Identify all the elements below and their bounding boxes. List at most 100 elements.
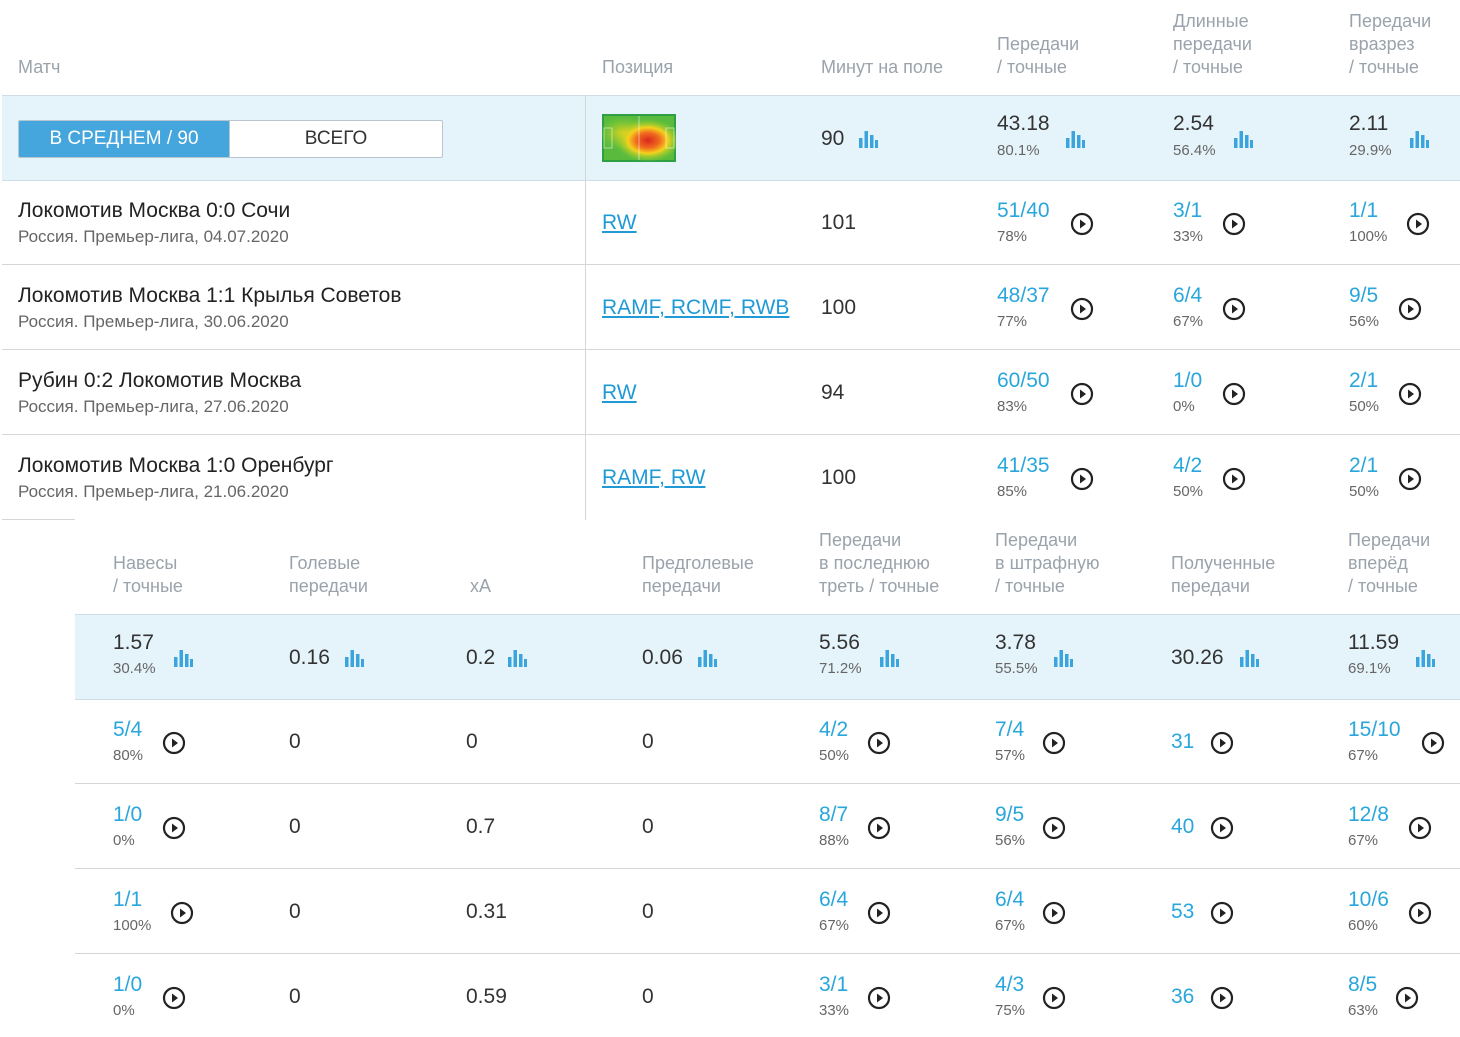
forward-pct: 67% xyxy=(1348,832,1379,849)
penalty-area-value[interactable]: 7/4 xyxy=(995,718,1025,741)
match-title[interactable]: Локомотив Москва 1:1 Крылья Советов xyxy=(18,284,402,307)
match-title[interactable]: Рубин 0:2 Локомотив Москва xyxy=(18,369,302,392)
passes-value[interactable]: 48/37 xyxy=(997,284,1050,307)
forward-pct: 67% xyxy=(1348,747,1379,764)
play-video-icon[interactable] xyxy=(1398,382,1422,406)
bar-chart-icon[interactable] xyxy=(1053,648,1073,668)
forward-value[interactable]: 15/10 xyxy=(1348,718,1401,741)
bar-chart-icon[interactable] xyxy=(858,129,878,149)
crosses-value[interactable]: 1/0 xyxy=(113,973,143,996)
xa-value: 0.7 xyxy=(466,815,496,838)
position-heatmap[interactable] xyxy=(602,114,676,162)
play-video-icon[interactable] xyxy=(867,816,891,840)
long-passes-value[interactable]: 3/1 xyxy=(1173,199,1203,222)
through-passes-value[interactable]: 2/1 xyxy=(1349,369,1379,392)
play-video-icon[interactable] xyxy=(1395,986,1419,1010)
through-passes-value[interactable]: 1/1 xyxy=(1349,199,1379,222)
bar-chart-icon[interactable] xyxy=(1065,129,1085,149)
passes-value[interactable]: 51/40 xyxy=(997,199,1050,222)
passes-value[interactable]: 41/35 xyxy=(997,454,1050,477)
bar-chart-icon[interactable] xyxy=(697,648,717,668)
play-video-icon[interactable] xyxy=(867,901,891,925)
play-video-icon[interactable] xyxy=(867,731,891,755)
play-video-icon[interactable] xyxy=(1222,467,1246,491)
through-passes-value[interactable]: 2/1 xyxy=(1349,454,1379,477)
final-third-value[interactable]: 6/4 xyxy=(819,888,849,911)
penalty-area-value[interactable]: 4/3 xyxy=(995,973,1025,996)
average-per-90-button[interactable]: В СРЕДНЕМ / 90 xyxy=(19,121,229,157)
forward-value[interactable]: 10/6 xyxy=(1348,888,1389,911)
play-video-icon[interactable] xyxy=(1222,212,1246,236)
play-video-icon[interactable] xyxy=(867,986,891,1010)
penalty-area-value[interactable]: 6/4 xyxy=(995,888,1025,911)
passes-value[interactable]: 60/50 xyxy=(997,369,1050,392)
crosses-value[interactable]: 1/1 xyxy=(113,888,143,911)
received-value[interactable]: 36 xyxy=(1171,985,1195,1008)
position-link[interactable]: RW xyxy=(602,211,637,234)
forward-pct: 60% xyxy=(1348,917,1379,934)
bar-chart-icon[interactable] xyxy=(173,648,193,668)
play-video-icon[interactable] xyxy=(1042,901,1066,925)
play-video-icon[interactable] xyxy=(170,901,194,925)
forward-value[interactable]: 8/5 xyxy=(1348,973,1378,996)
long-passes-value[interactable]: 6/4 xyxy=(1173,284,1203,307)
forward-value[interactable]: 12/8 xyxy=(1348,803,1389,826)
bar-chart-icon[interactable] xyxy=(879,648,899,668)
play-video-icon[interactable] xyxy=(162,986,186,1010)
summary-pre-assists: 0.06 xyxy=(642,646,683,669)
play-video-icon[interactable] xyxy=(1042,816,1066,840)
pre-assists-value: 0 xyxy=(642,985,654,1008)
received-value[interactable]: 31 xyxy=(1171,730,1195,753)
position-link[interactable]: RAMF, RW xyxy=(602,466,706,489)
received-value[interactable]: 40 xyxy=(1171,815,1195,838)
play-video-icon[interactable] xyxy=(1408,901,1432,925)
bar-chart-icon[interactable] xyxy=(507,648,527,668)
bar-chart-icon[interactable] xyxy=(1239,648,1259,668)
play-video-icon[interactable] xyxy=(1408,816,1432,840)
summary-final-third-pct: 71.2% xyxy=(819,660,862,677)
bar-chart-icon[interactable] xyxy=(1409,129,1429,149)
play-video-icon[interactable] xyxy=(1398,467,1422,491)
received-value[interactable]: 53 xyxy=(1171,900,1195,923)
position-link[interactable]: RAMF, RCMF, RWB xyxy=(602,296,790,319)
bar-chart-icon[interactable] xyxy=(1415,648,1435,668)
play-video-icon[interactable] xyxy=(162,731,186,755)
play-video-icon[interactable] xyxy=(1042,731,1066,755)
match-title[interactable]: Локомотив Москва 1:0 Оренбург xyxy=(18,454,334,477)
play-video-icon[interactable] xyxy=(1070,382,1094,406)
play-video-icon[interactable] xyxy=(1042,986,1066,1010)
play-video-icon[interactable] xyxy=(1070,297,1094,321)
row-divider xyxy=(75,783,1460,784)
average-total-toggle[interactable]: В СРЕДНЕМ / 90 ВСЕГО xyxy=(18,120,443,158)
play-video-icon[interactable] xyxy=(1406,212,1430,236)
play-video-icon[interactable] xyxy=(1210,816,1234,840)
match-minutes: 94 xyxy=(821,381,845,404)
play-video-icon[interactable] xyxy=(1070,467,1094,491)
bar-chart-icon[interactable] xyxy=(344,648,364,668)
through-passes-value[interactable]: 9/5 xyxy=(1349,284,1379,307)
summary-forward-value: 11.59 xyxy=(1348,631,1399,654)
crosses-value[interactable]: 5/4 xyxy=(113,718,143,741)
play-video-icon[interactable] xyxy=(1210,901,1234,925)
match-title[interactable]: Локомотив Москва 0:0 Сочи xyxy=(18,199,291,222)
position-link[interactable]: RW xyxy=(602,381,637,404)
long-passes-value[interactable]: 4/2 xyxy=(1173,454,1203,477)
final-third-value[interactable]: 3/1 xyxy=(819,973,849,996)
play-video-icon[interactable] xyxy=(1210,731,1234,755)
long-passes-value[interactable]: 1/0 xyxy=(1173,369,1203,392)
pre-assists-value: 0 xyxy=(642,730,654,753)
play-video-icon[interactable] xyxy=(1398,297,1422,321)
through-passes-pct: 100% xyxy=(1349,228,1388,245)
play-video-icon[interactable] xyxy=(1222,297,1246,321)
final-third-value[interactable]: 8/7 xyxy=(819,803,849,826)
total-button[interactable]: ВСЕГО xyxy=(229,121,442,157)
final-third-value[interactable]: 4/2 xyxy=(819,718,849,741)
play-video-icon[interactable] xyxy=(162,816,186,840)
penalty-area-value[interactable]: 9/5 xyxy=(995,803,1025,826)
crosses-value[interactable]: 1/0 xyxy=(113,803,143,826)
play-video-icon[interactable] xyxy=(1421,731,1445,755)
play-video-icon[interactable] xyxy=(1070,212,1094,236)
play-video-icon[interactable] xyxy=(1210,986,1234,1010)
play-video-icon[interactable] xyxy=(1222,382,1246,406)
bar-chart-icon[interactable] xyxy=(1233,129,1253,149)
